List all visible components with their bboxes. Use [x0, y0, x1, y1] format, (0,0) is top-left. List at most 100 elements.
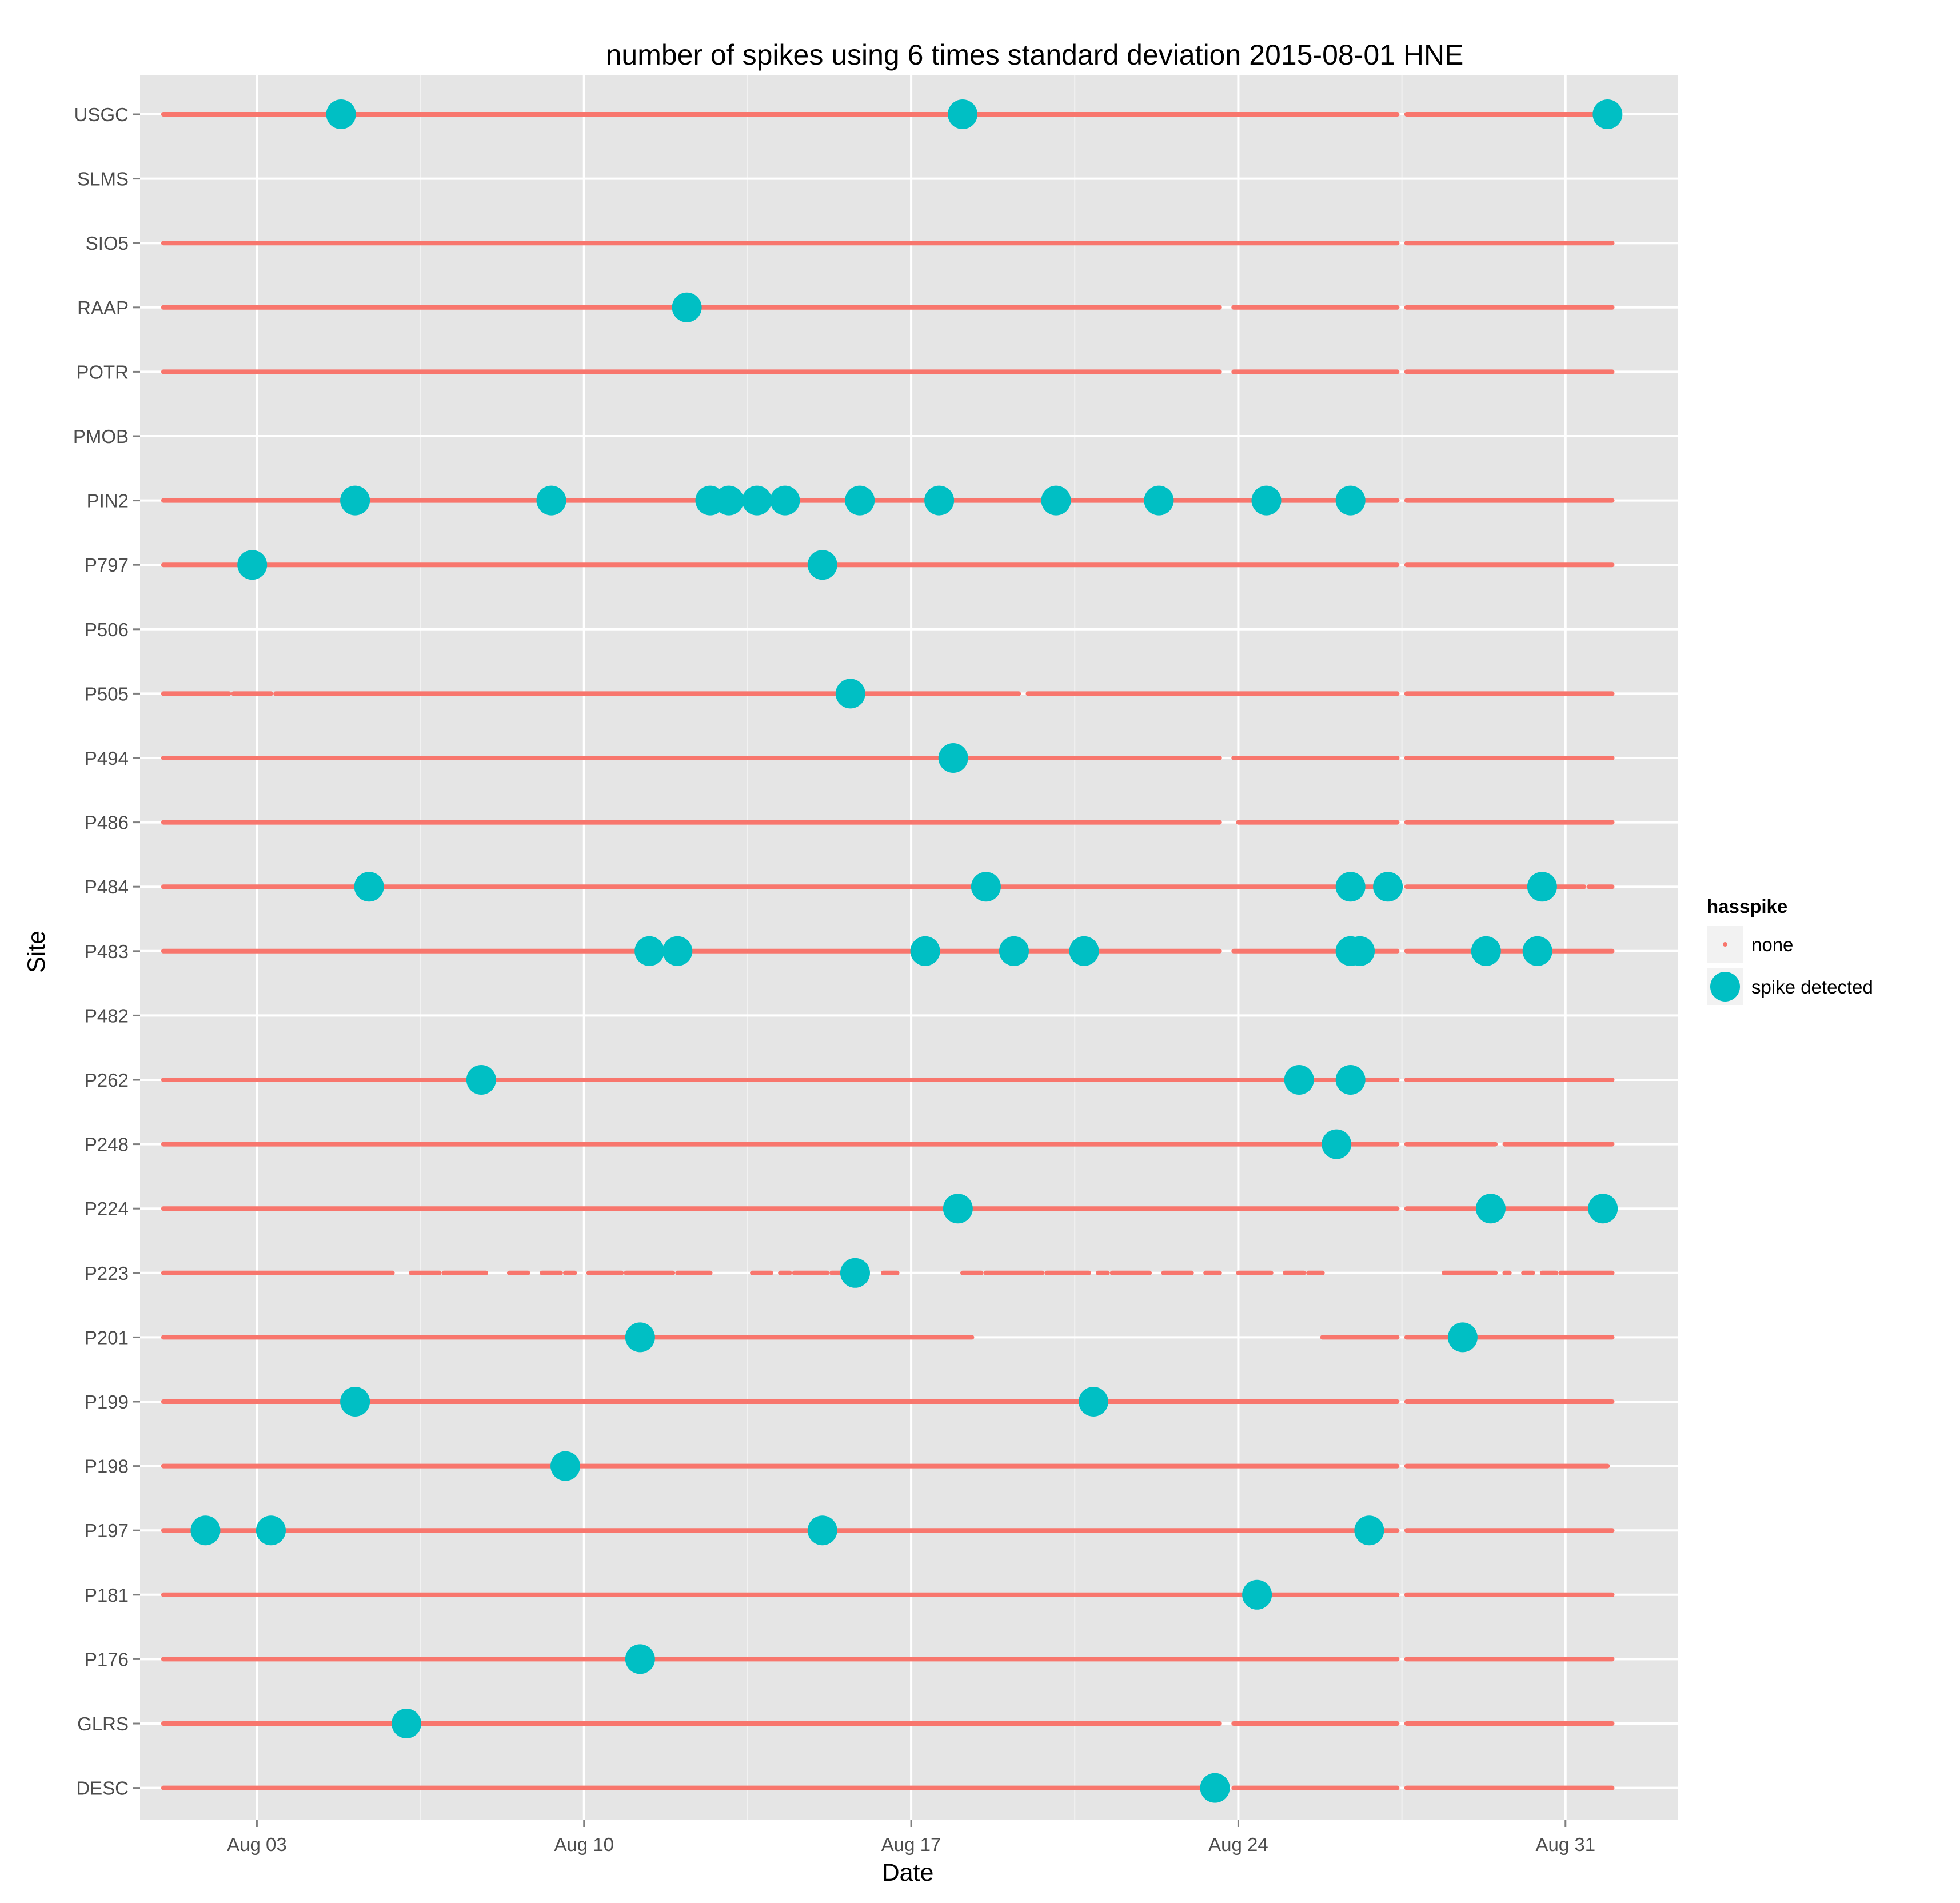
spike-point	[971, 872, 1001, 902]
spike-series-layer	[190, 99, 1623, 1803]
spike-point	[1345, 936, 1375, 966]
spike-point	[835, 679, 865, 709]
spike-point	[807, 1515, 837, 1546]
x-axis-title: Date	[882, 1859, 934, 1886]
spike-point	[326, 99, 356, 129]
spike-point	[1335, 1065, 1366, 1095]
spike-point	[1447, 1322, 1478, 1353]
legend-marker-none	[1723, 942, 1727, 947]
spike-point	[340, 1387, 370, 1417]
spike-point	[392, 1709, 422, 1738]
legend-marker-spike	[1710, 972, 1740, 1002]
spike-point	[943, 1194, 973, 1224]
x-tick-label: Aug 03	[227, 1834, 287, 1855]
spike-point	[948, 99, 978, 129]
spike-point	[999, 936, 1029, 966]
spike-point	[1069, 936, 1099, 966]
y-tick-label: P506	[85, 619, 129, 640]
y-tick-label: P484	[85, 876, 129, 897]
spike-point	[625, 1644, 655, 1674]
y-tick-label: P483	[85, 941, 129, 962]
spike-point	[1592, 99, 1623, 129]
y-tick-label: PIN2	[87, 490, 129, 512]
spike-point	[1335, 872, 1366, 902]
y-tick-label: RAAP	[77, 297, 129, 318]
spike-point	[1335, 485, 1366, 516]
y-tick-label: P223	[85, 1263, 129, 1284]
y-tick-label: P505	[85, 683, 129, 704]
legend-label-none: none	[1751, 934, 1793, 955]
none-series-layer	[161, 112, 1615, 1790]
spike-point	[924, 485, 955, 516]
spike-point	[807, 550, 837, 580]
spike-point	[634, 936, 665, 966]
y-tick-label: P201	[85, 1327, 129, 1348]
x-tick-label: Aug 31	[1535, 1834, 1595, 1855]
spike-point	[1251, 485, 1282, 516]
spike-point	[1144, 485, 1174, 516]
spike-point	[770, 485, 800, 516]
spike-point	[672, 292, 702, 322]
y-tick-label: PMOB	[73, 426, 129, 447]
spike-point	[354, 872, 384, 902]
y-tick-label: P482	[85, 1005, 129, 1026]
spike-point	[840, 1258, 870, 1288]
spike-point	[938, 743, 968, 773]
y-tick-label: P198	[85, 1456, 129, 1477]
spike-point	[550, 1451, 581, 1481]
spike-point	[1475, 1194, 1506, 1224]
spike-point	[1527, 872, 1557, 902]
y-axis: USGC SLMS SIO5 RAAP POTR PMOB PIN2 P797 P506 P505…	[73, 104, 140, 1799]
spike-point	[1322, 1129, 1352, 1159]
spike-point	[340, 485, 370, 516]
spike-point	[1522, 936, 1552, 966]
plot-panel	[140, 75, 1678, 1820]
spike-point	[625, 1322, 655, 1353]
spike-point	[1284, 1065, 1314, 1095]
spike-point	[1373, 872, 1403, 902]
y-tick-label: SLMS	[77, 169, 129, 190]
y-tick-label: P262	[85, 1070, 129, 1091]
y-tick-label: P224	[85, 1198, 129, 1219]
spike-point	[536, 485, 566, 516]
legend-title: hasspike	[1707, 896, 1787, 917]
y-tick-label: P176	[85, 1649, 129, 1670]
spike-point	[1354, 1515, 1384, 1546]
spike-point	[256, 1515, 286, 1546]
spike-point	[190, 1515, 221, 1546]
y-tick-label: USGC	[74, 104, 129, 125]
spike-point	[1078, 1387, 1108, 1417]
chart-title: number of spikes using 6 times standard …	[606, 39, 1464, 71]
spike-point	[1588, 1194, 1618, 1224]
spike-point	[714, 485, 744, 516]
spike-point	[845, 485, 875, 516]
x-tick-label: Aug 10	[554, 1834, 614, 1855]
spike-point	[1200, 1773, 1230, 1803]
y-tick-label: P248	[85, 1134, 129, 1155]
y-tick-label: GLRS	[77, 1713, 129, 1734]
y-tick-label: P486	[85, 812, 129, 833]
spike-point	[466, 1065, 496, 1095]
spike-point	[910, 936, 940, 966]
y-tick-label: P197	[85, 1520, 129, 1541]
x-tick-label: Aug 24	[1208, 1834, 1268, 1855]
spike-point	[1242, 1579, 1272, 1610]
y-tick-label: P199	[85, 1391, 129, 1413]
spike-point	[662, 936, 693, 966]
y-tick-label: POTR	[76, 361, 129, 382]
x-tick-label: Aug 17	[881, 1834, 941, 1855]
spike-point	[1471, 936, 1501, 966]
y-tick-label: P181	[85, 1585, 129, 1606]
legend-label-spike: spike detected	[1751, 976, 1873, 998]
y-tick-label: SIO5	[86, 233, 129, 254]
spike-point	[237, 550, 268, 580]
y-tick-label: P797	[85, 554, 129, 576]
spike-point	[742, 485, 772, 516]
y-axis-title: Site	[23, 931, 50, 973]
x-axis: Aug 03 Aug 10 Aug 17 Aug 24 Aug 31	[227, 1820, 1595, 1855]
y-tick-label: P494	[85, 748, 129, 769]
legend: hasspike none spike detected	[1707, 896, 1873, 1005]
spike-point	[1041, 485, 1071, 516]
y-tick-label: DESC	[76, 1778, 129, 1799]
